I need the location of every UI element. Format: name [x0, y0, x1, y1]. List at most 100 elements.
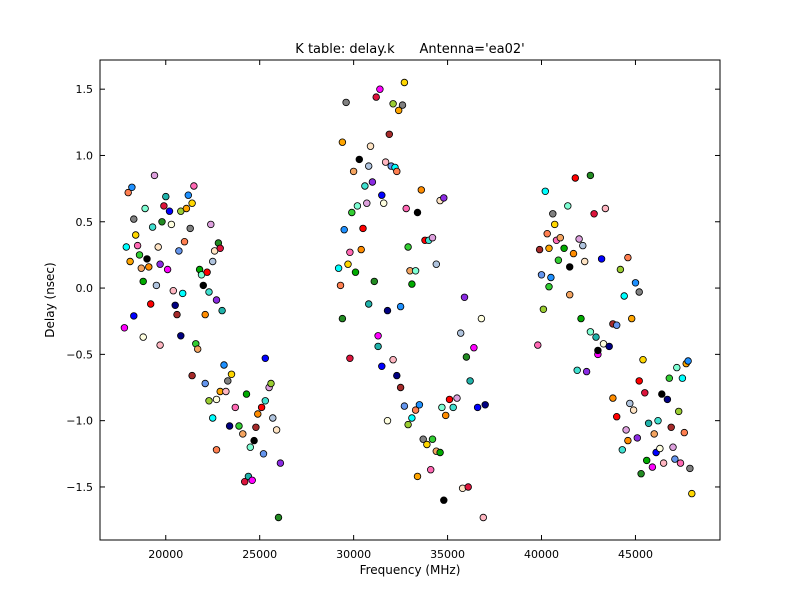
- data-point: [227, 370, 236, 378]
- data-point: [466, 377, 474, 385]
- data-point: [545, 283, 553, 291]
- data-point: [190, 182, 198, 190]
- data-point: [449, 403, 457, 412]
- data-point: [131, 231, 140, 239]
- data-point: [177, 332, 185, 340]
- data-point: [248, 476, 256, 484]
- data-point: [569, 249, 578, 258]
- data-point: [160, 202, 168, 210]
- data-point: [428, 233, 437, 242]
- data-point: [637, 470, 645, 478]
- data-point: [203, 268, 211, 276]
- data-point: [594, 346, 602, 355]
- data-point: [411, 406, 420, 414]
- data-point: [201, 310, 209, 319]
- data-point: [146, 300, 155, 308]
- data-point: [349, 167, 358, 176]
- data-point: [541, 187, 549, 195]
- data-point: [378, 191, 386, 199]
- data-point: [684, 357, 692, 365]
- data-point: [218, 306, 226, 315]
- data-point: [415, 401, 424, 409]
- data-point: [419, 435, 427, 443]
- data-point: [686, 464, 694, 473]
- data-point: [575, 235, 583, 243]
- data-point: [402, 204, 410, 213]
- data-point: [276, 459, 285, 467]
- data-point: [408, 280, 416, 288]
- data-point: [537, 271, 546, 279]
- data-point: [462, 353, 471, 361]
- data-point: [673, 363, 681, 372]
- data-point: [188, 371, 196, 380]
- data-point: [376, 85, 384, 93]
- data-point: [581, 257, 589, 266]
- data-point: [586, 328, 595, 336]
- x-tick-label: 20000: [148, 548, 183, 561]
- data-point: [143, 255, 151, 263]
- data-point: [207, 220, 215, 229]
- data-point: [656, 444, 664, 453]
- data-point: [205, 288, 213, 296]
- data-point: [365, 300, 373, 308]
- data-point: [372, 93, 380, 101]
- data-point: [539, 305, 548, 313]
- data-point: [549, 210, 557, 218]
- data-point: [171, 301, 179, 309]
- data-point: [133, 241, 142, 250]
- data-point: [573, 366, 581, 374]
- data-point: [669, 443, 677, 451]
- data-point: [150, 171, 159, 180]
- data-point: [139, 277, 147, 286]
- data-point: [597, 255, 606, 263]
- data-point: [400, 402, 409, 410]
- data-point: [383, 417, 392, 425]
- data-point: [342, 98, 350, 107]
- data-point: [678, 374, 687, 382]
- data-point: [370, 277, 378, 286]
- x-axis: 20000 25000 30000 35000 40000 45000: [148, 60, 653, 561]
- data-point: [378, 362, 386, 370]
- data-point: [579, 241, 587, 250]
- data-point: [644, 419, 653, 427]
- data-point: [156, 260, 164, 268]
- data-point: [261, 397, 269, 405]
- data-point: [620, 292, 628, 300]
- data-point: [616, 265, 625, 274]
- data-point: [665, 374, 673, 382]
- data-point: [208, 414, 217, 422]
- data-point: [188, 199, 196, 207]
- y-axis: 1.5 1.0 0.5 0.0 −0.5 −1.0 −1.5: [66, 83, 720, 494]
- data-point: [261, 354, 269, 362]
- data-point: [348, 208, 356, 217]
- data-point: [396, 383, 405, 392]
- data-point: [340, 225, 348, 234]
- data-point: [438, 403, 446, 412]
- data-point: [167, 220, 176, 229]
- data-point: [336, 281, 345, 290]
- data-point: [624, 253, 632, 262]
- data-point: [477, 314, 486, 323]
- data-point: [130, 215, 138, 223]
- data-point: [629, 406, 638, 414]
- data-point: [481, 401, 489, 409]
- data-point: [235, 422, 243, 430]
- data-point: [440, 194, 448, 202]
- data-point: [551, 220, 559, 229]
- data-point: [186, 224, 194, 233]
- data-point: [641, 389, 649, 397]
- data-point: [389, 356, 397, 364]
- data-point: [222, 387, 230, 396]
- data-point: [158, 218, 166, 226]
- data-point: [676, 459, 685, 467]
- data-point: [148, 223, 157, 231]
- data-point: [400, 78, 409, 87]
- data-point: [141, 204, 149, 213]
- data-point: [643, 456, 651, 465]
- data-point: [566, 263, 574, 271]
- data-point: [124, 188, 132, 197]
- data-point: [346, 248, 354, 256]
- data-point: [628, 314, 636, 323]
- y-tick-label: −1.5: [66, 481, 93, 494]
